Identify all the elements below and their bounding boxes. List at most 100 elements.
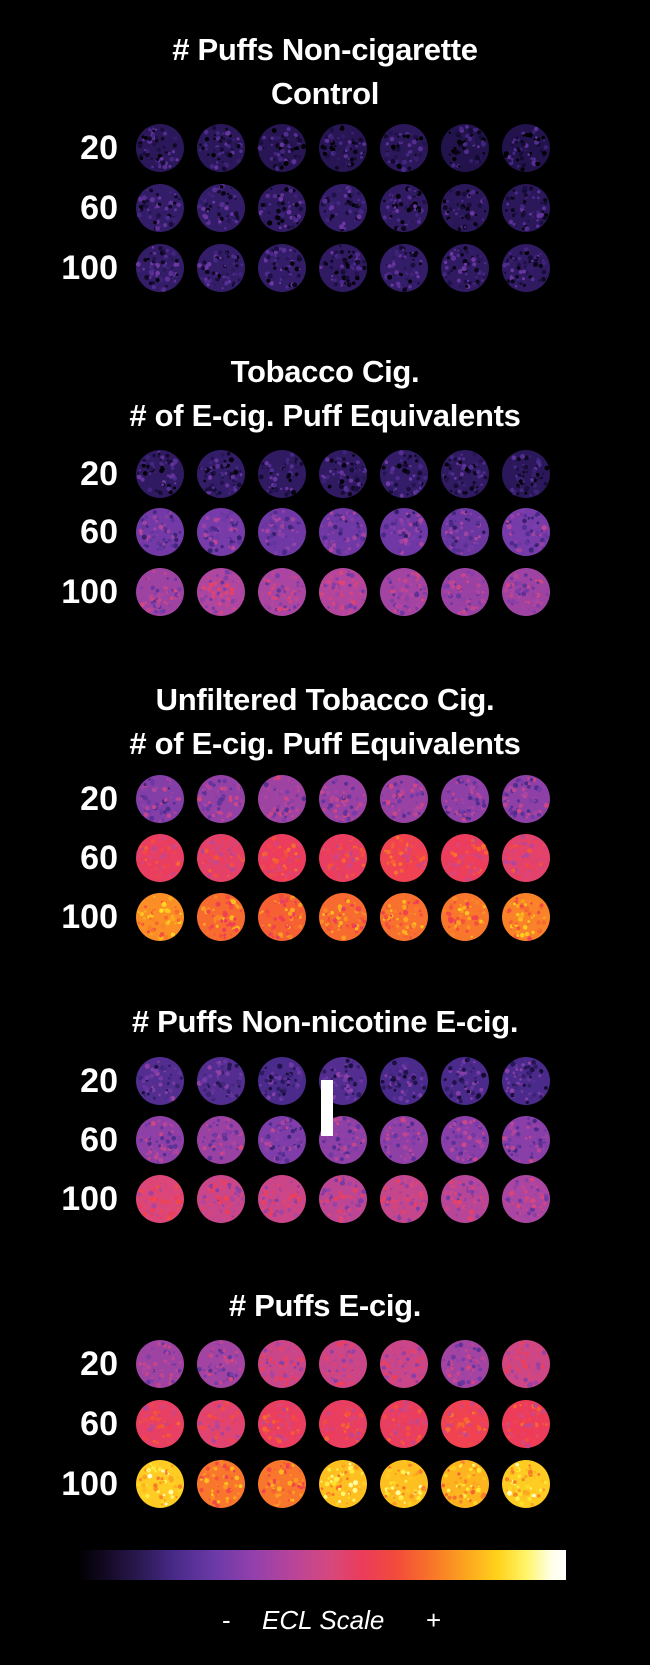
well-spots xyxy=(136,834,550,882)
well-spot xyxy=(319,244,367,292)
well-spot xyxy=(258,450,306,498)
ecl-gradient-bar xyxy=(78,1550,566,1580)
well-spot xyxy=(136,508,184,556)
row-label: 20 xyxy=(80,1345,118,1383)
well-spot xyxy=(136,1116,184,1164)
well-spot xyxy=(197,244,245,292)
well-spot xyxy=(441,1460,489,1508)
well-spot xyxy=(441,244,489,292)
well-spot xyxy=(502,1400,550,1449)
well-strip xyxy=(136,1055,568,1107)
well-spot xyxy=(319,893,367,941)
panel-title-line: # Puffs Non-cigarette xyxy=(172,32,478,67)
row-label: 60 xyxy=(80,1405,118,1443)
well-spot xyxy=(319,568,367,616)
well-spot xyxy=(380,124,428,172)
row-label: 60 xyxy=(80,1121,118,1159)
well-spots xyxy=(136,450,550,498)
well-spot xyxy=(380,450,428,498)
row-label: 100 xyxy=(61,249,118,287)
well-spot xyxy=(319,450,367,498)
well-spot xyxy=(258,1460,306,1508)
well-spot xyxy=(380,568,428,616)
well-spot xyxy=(258,893,306,941)
well-spot xyxy=(380,184,428,232)
well-spot xyxy=(380,834,428,882)
panel-title: Tobacco Cig. # of E-cig. Puff Equivalent… xyxy=(0,350,650,438)
well-spot xyxy=(136,1460,184,1508)
well-spot xyxy=(319,1400,367,1448)
well-strip xyxy=(136,891,568,943)
well-spot xyxy=(197,1400,245,1448)
well-strip xyxy=(136,506,568,558)
panel-title: Unfiltered Tobacco Cig. # of E-cig. Puff… xyxy=(0,678,650,766)
row-label: 60 xyxy=(80,513,118,551)
well-spots xyxy=(136,1340,550,1388)
well-spot xyxy=(502,508,550,557)
well-spot xyxy=(502,1057,550,1105)
well-spot xyxy=(502,124,550,172)
well-spot xyxy=(502,1116,550,1164)
well-strip xyxy=(136,182,568,234)
well-spot xyxy=(319,508,367,556)
well-spot xyxy=(136,244,184,292)
well-spot xyxy=(319,1460,367,1508)
well-spot xyxy=(441,508,489,556)
row-label: 20 xyxy=(80,1062,118,1100)
panel-title: # Puffs Non-cigarette Control xyxy=(0,28,650,116)
well-strip xyxy=(136,122,568,174)
well-spot xyxy=(380,1057,428,1105)
well-spot xyxy=(136,775,184,823)
well-spot xyxy=(197,893,245,941)
well-spot xyxy=(258,568,306,616)
scale-min-label: - xyxy=(222,1605,231,1635)
well-spot xyxy=(136,893,184,941)
well-spot xyxy=(441,1175,489,1223)
well-row: 60 xyxy=(0,506,650,558)
well-spot xyxy=(258,508,307,556)
well-row: 60 xyxy=(0,832,650,884)
well-spot xyxy=(258,244,306,292)
well-spot xyxy=(197,1340,245,1388)
well-spot xyxy=(441,450,489,498)
well-spot xyxy=(502,1340,550,1388)
well-spot xyxy=(441,184,489,232)
well-spot xyxy=(502,244,550,292)
well-spot xyxy=(319,1175,367,1223)
well-spot xyxy=(136,1400,184,1448)
well-row: 20 xyxy=(0,1338,650,1390)
well-spot xyxy=(502,775,550,823)
well-spot xyxy=(502,184,550,232)
well-spot xyxy=(502,568,550,616)
row-label: 20 xyxy=(80,129,118,167)
well-spots xyxy=(136,124,550,172)
well-row: 100 xyxy=(0,242,650,294)
well-spot xyxy=(136,1340,184,1388)
well-spot xyxy=(258,184,306,232)
well-spot xyxy=(258,1057,306,1105)
white-marker-bar xyxy=(321,1080,333,1136)
well-spot xyxy=(136,834,184,882)
well-spot xyxy=(197,508,245,556)
well-spot xyxy=(136,184,184,232)
well-spot xyxy=(380,1400,428,1448)
well-spot xyxy=(258,1175,306,1223)
well-spots xyxy=(136,244,550,293)
well-spot xyxy=(136,124,184,172)
well-spot xyxy=(441,124,489,172)
well-spot xyxy=(257,124,307,172)
well-strip xyxy=(136,1338,568,1390)
well-row: 100 xyxy=(0,1173,650,1225)
well-spot xyxy=(197,775,245,823)
panel-title: # Puffs Non-nicotine E-cig. xyxy=(0,1000,650,1044)
well-strip xyxy=(136,1458,568,1510)
well-spot xyxy=(441,893,489,941)
well-spot xyxy=(380,244,428,293)
well-spot xyxy=(196,1057,245,1105)
well-spots xyxy=(136,775,550,823)
ecl-scale-caption: - ECL Scale + xyxy=(0,1600,650,1640)
well-strip xyxy=(136,832,568,884)
well-spot xyxy=(197,450,245,498)
panel-title-line: Unfiltered Tobacco Cig. xyxy=(155,682,495,717)
well-spot xyxy=(502,1460,550,1508)
